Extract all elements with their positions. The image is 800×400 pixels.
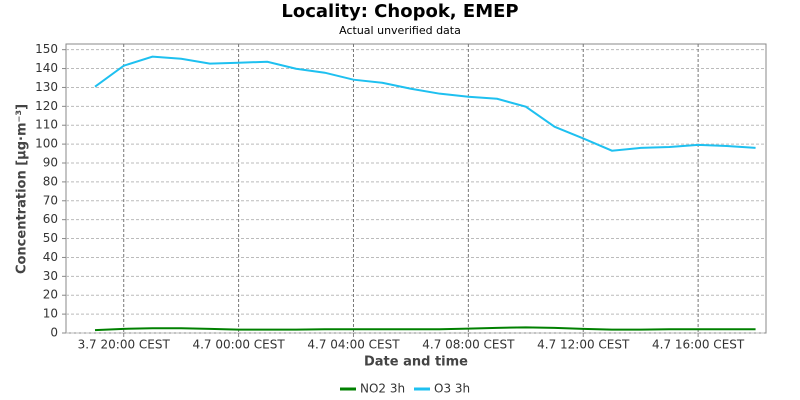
plot-area (65, 43, 767, 334)
x-tick-label: 3.7 20:00 CEST (78, 338, 171, 352)
y-tick-label: 60 (43, 212, 58, 226)
x-tick-label: 4.7 00:00 CEST (192, 338, 285, 352)
y-tick-label: 10 (43, 307, 58, 321)
y-tick-label: 110 (35, 118, 58, 132)
x-tick-label: 4.7 16:00 CEST (652, 338, 745, 352)
y-tick-label: 30 (43, 269, 58, 283)
x-axis-label: Date and time (364, 355, 468, 370)
y-tick-label: 140 (35, 61, 58, 75)
series-line (94, 55, 756, 152)
chart-subtitle: Actual unverified data (339, 24, 461, 37)
y-tick-label: 80 (43, 174, 58, 188)
x-tick-label: 4.7 08:00 CEST (422, 338, 515, 352)
x-tick-label: 4.7 12:00 CEST (537, 338, 630, 352)
y-tick-label: 50 (43, 231, 58, 245)
y-tick-label: 130 (35, 80, 58, 94)
y-tick-label: 120 (35, 99, 58, 113)
y-tick-label: 0 (50, 326, 58, 340)
chart-title: Locality: Chopok, EMEP (281, 1, 518, 22)
y-tick-label: 70 (43, 193, 58, 207)
y-tick-label: 150 (35, 42, 58, 56)
series-line (94, 326, 756, 332)
y-axis-label: Concentration [μg·m⁻³] (15, 104, 30, 274)
y-tick-label: 90 (43, 156, 58, 170)
legend-label: NO2 3h (360, 382, 405, 396)
x-tick-label: 4.7 04:00 CEST (307, 338, 400, 352)
y-tick-label: 20 (43, 288, 58, 302)
y-tick-label: 100 (35, 137, 58, 151)
legend-label: O3 3h (434, 382, 470, 396)
y-tick-label: 40 (43, 250, 58, 264)
